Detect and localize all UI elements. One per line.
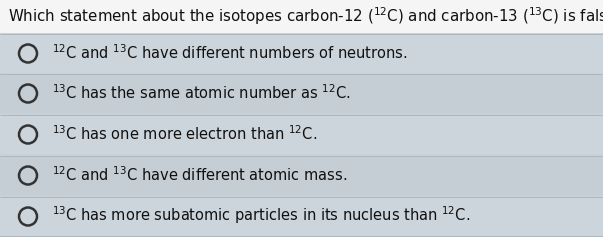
- Text: $^{13}$C has more subatomic particles in its nucleus than $^{12}$C.: $^{13}$C has more subatomic particles in…: [52, 205, 470, 226]
- Bar: [0, 156, 603, 195]
- Bar: [0, 74, 603, 113]
- Text: $^{12}$C and $^{13}$C have different atomic mass.: $^{12}$C and $^{13}$C have different ato…: [52, 165, 347, 184]
- Text: Which statement about the isotopes carbon-12 ($^{12}$C) and carbon-13 ($^{13}$C): Which statement about the isotopes carbo…: [8, 5, 603, 27]
- Bar: [0, 0, 603, 33]
- Bar: [0, 34, 603, 73]
- Bar: [0, 197, 603, 236]
- Bar: [0, 115, 603, 154]
- Text: $^{12}$C and $^{13}$C have different numbers of neutrons.: $^{12}$C and $^{13}$C have different num…: [52, 43, 408, 62]
- Text: $^{13}$C has one more electron than $^{12}$C.: $^{13}$C has one more electron than $^{1…: [52, 124, 317, 143]
- Text: $^{13}$C has the same atomic number as $^{12}$C.: $^{13}$C has the same atomic number as $…: [52, 83, 351, 102]
